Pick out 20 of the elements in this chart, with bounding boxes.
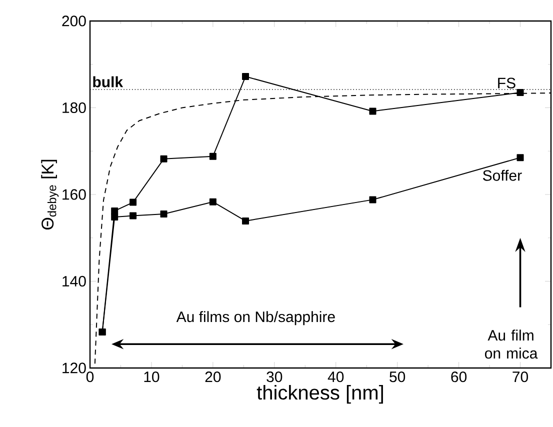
annotation: Au films on Nb/sapphire bbox=[176, 311, 335, 326]
y-tick-label: 120 bbox=[62, 362, 86, 374]
y-axis-title: Θ$_{debye}$ [K] bbox=[41, 160, 59, 230]
y-tick-label: 200 bbox=[62, 16, 86, 26]
ref-line-label: bulk bbox=[93, 76, 124, 88]
x-axis-title: thickness [nm] bbox=[256, 385, 383, 404]
x-tick-label: 30 bbox=[266, 372, 282, 382]
y-tick-label: 160 bbox=[62, 189, 86, 200]
x-tick-label: 10 bbox=[144, 372, 160, 382]
x-tick-label: 40 bbox=[328, 372, 344, 382]
x-tick-label: 0 bbox=[86, 372, 94, 382]
x-tick-label: 60 bbox=[451, 372, 467, 382]
y-tick-label: 140 bbox=[62, 276, 86, 287]
x-tick-label: 20 bbox=[205, 372, 221, 382]
y-tick-label: 180 bbox=[62, 102, 86, 114]
series-label: Soffer bbox=[482, 170, 522, 181]
annotation: Au film on mica bbox=[484, 330, 538, 359]
series-label: FS bbox=[498, 78, 516, 88]
x-tick-label: 70 bbox=[512, 372, 528, 382]
x-tick-label: 50 bbox=[390, 372, 406, 382]
